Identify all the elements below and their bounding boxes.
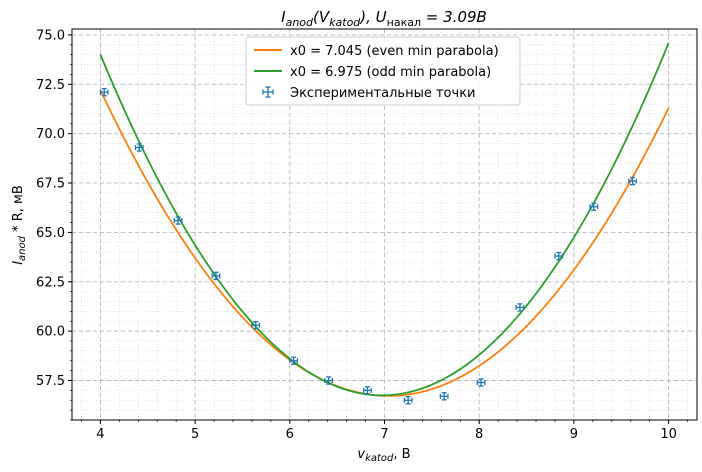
y-tick-label: 65.0 xyxy=(36,226,65,241)
x-tick-label: 10 xyxy=(660,427,677,442)
data-point xyxy=(628,176,638,186)
y-tick-label: 75.0 xyxy=(36,28,65,43)
y-axis: 57.5 60.0 62.5 65.0 67.5 70.0 72.5 75.0 xyxy=(36,28,72,421)
y-tick-label: 67.5 xyxy=(36,177,65,192)
y-tick-label: 60.0 xyxy=(36,325,65,340)
data-point xyxy=(99,87,109,97)
data-point xyxy=(134,143,144,152)
experimental-points xyxy=(99,87,638,405)
legend: x0 = 7.045 (even min parabola) x0 = 6.97… xyxy=(245,36,521,106)
data-point xyxy=(589,202,599,211)
x-tick-label: 6 xyxy=(286,427,294,442)
x-tick-label: 5 xyxy=(191,427,199,442)
data-point xyxy=(554,251,564,261)
x-axis: 4 5 6 7 8 9 10 xyxy=(81,420,688,442)
x-axis-label: vkatod, В xyxy=(357,447,410,464)
legend-errorbar-marker xyxy=(262,86,274,98)
y-tick-label: 70.0 xyxy=(36,127,65,142)
fit-line-series-1 xyxy=(99,42,670,397)
data-point xyxy=(515,303,525,312)
data-point xyxy=(439,392,449,401)
data-point xyxy=(403,396,413,405)
legend-label-even: x0 = 7.045 (even min parabola) xyxy=(290,44,499,59)
data-point xyxy=(476,378,486,387)
data-point xyxy=(363,386,372,395)
y-axis-label: Ianod * R, мВ xyxy=(11,185,28,265)
data-point xyxy=(211,271,221,281)
x-tick-label: 4 xyxy=(96,427,104,442)
legend-swatch-points xyxy=(262,86,274,98)
x-tick-label: 7 xyxy=(380,427,388,442)
chart-title: Ianod(Vkatod), Uнакал = 3.09B xyxy=(281,8,487,29)
y-tick-label: 57.5 xyxy=(36,374,65,389)
legend-label-odd: x0 = 6.975 (odd min parabola) xyxy=(290,65,491,80)
fit-lines xyxy=(99,42,670,397)
y-tick-label: 72.5 xyxy=(36,78,65,93)
data-point xyxy=(173,216,183,225)
data-point xyxy=(251,321,261,330)
x-tick-label: 9 xyxy=(570,427,578,442)
data-point xyxy=(289,356,299,365)
data-point xyxy=(324,376,334,385)
legend-box xyxy=(245,36,521,106)
legend-label-points: Экспериментальные точки xyxy=(290,86,476,101)
y-tick-label: 62.5 xyxy=(36,275,65,290)
x-tick-label: 8 xyxy=(475,427,483,442)
